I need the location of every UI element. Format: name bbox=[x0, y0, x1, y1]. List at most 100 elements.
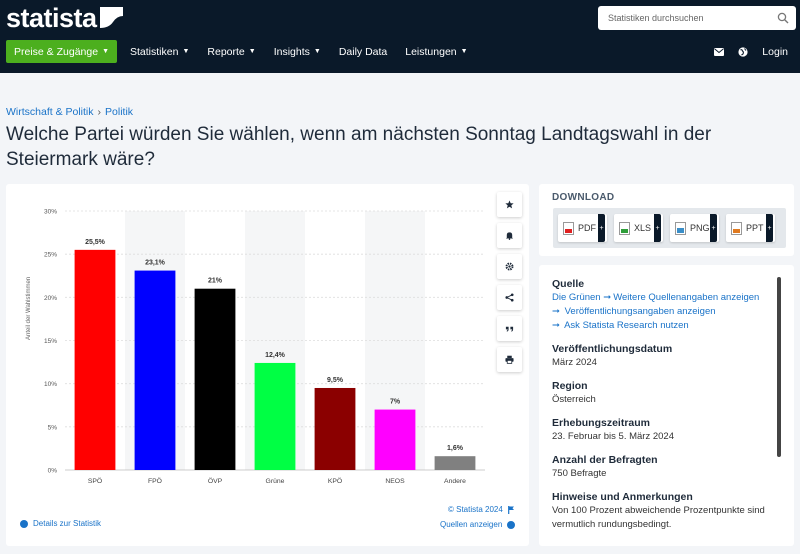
nav-item-daily-data[interactable]: Daily Data bbox=[330, 40, 396, 63]
y-axis-label: Anteil der Wahlstimmen bbox=[26, 276, 32, 340]
sources-link-label: Quellen anzeigen bbox=[440, 520, 503, 529]
nav-pricing-label: Preise & Zugänge bbox=[14, 45, 99, 58]
source-heading: Quelle bbox=[552, 278, 585, 290]
nav-item-reporte[interactable]: Reporte ▼ bbox=[198, 40, 264, 63]
login-link[interactable]: Login bbox=[762, 45, 788, 58]
search-input[interactable] bbox=[598, 6, 768, 30]
chevron-down-icon: ▼ bbox=[460, 48, 468, 55]
region-value: Österreich bbox=[552, 394, 596, 405]
download-format-label: PPT bbox=[746, 223, 764, 233]
nav-item-insights[interactable]: Insights ▼ bbox=[265, 40, 330, 63]
notification-button[interactable] bbox=[497, 223, 522, 248]
bar-neos bbox=[374, 409, 416, 470]
breadcrumb-separator-icon: › bbox=[97, 106, 102, 118]
x-tick-label: NEOS bbox=[385, 478, 405, 485]
more-sources-link[interactable]: Weitere Quellenangaben anzeigen bbox=[613, 292, 760, 303]
y-tick-label: 20% bbox=[44, 295, 57, 302]
info-card: Quelle Die Grünen ➞ Weitere Quellenangabe… bbox=[539, 265, 794, 546]
respondents-heading: Anzahl der Befragten bbox=[552, 454, 658, 466]
nav-label: Reporte bbox=[207, 45, 245, 58]
notes-value: Von 100 Prozent abweichende Prozentpunkt… bbox=[552, 505, 765, 530]
chevron-down-icon: ▼ bbox=[313, 48, 321, 55]
download-title: DOWNLOAD bbox=[552, 192, 615, 203]
plus-icon[interactable]: + bbox=[654, 214, 661, 242]
search-icon[interactable] bbox=[777, 12, 789, 24]
gear-icon bbox=[505, 262, 514, 271]
statista-logo[interactable]: statista bbox=[6, 4, 123, 32]
arrow-right-icon: ➞ bbox=[552, 306, 560, 317]
nav-pricing-button[interactable]: Preise & Zugänge ▼ bbox=[6, 40, 117, 63]
download-buttons: PDF + XLS + PNG + PPT + bbox=[553, 208, 786, 248]
nav-label: Daily Data bbox=[338, 45, 388, 58]
x-tick-label: SPÖ bbox=[88, 477, 102, 485]
top-bar: statista Preise & Zugänge▼ Statistiken▼ … bbox=[0, 0, 800, 73]
search-box[interactable] bbox=[598, 6, 796, 30]
plus-icon[interactable]: + bbox=[766, 214, 773, 242]
nav-label: Statistiken bbox=[130, 45, 179, 58]
nav-label: Insights bbox=[273, 45, 310, 58]
share-icon bbox=[505, 293, 514, 302]
details-link[interactable]: Details zur Statistik bbox=[20, 519, 101, 528]
source-line: Die Grünen ➞ Weitere Quellenangaben anzei… bbox=[552, 291, 777, 305]
y-tick-label: 30% bbox=[44, 209, 57, 216]
main-nav: Preise & Zugänge ▼ Statistiken ▼ Reporte ▼ … bbox=[6, 40, 477, 63]
publication-info-link[interactable]: Veröffentlichungsangaben anzeigen bbox=[564, 306, 716, 317]
y-tick-label: 10% bbox=[44, 381, 57, 388]
nav-item-leistungen[interactable]: Leistungen ▼ bbox=[396, 40, 476, 63]
star-icon bbox=[505, 200, 514, 209]
png-file-icon bbox=[675, 221, 686, 235]
plus-icon[interactable]: + bbox=[710, 214, 717, 242]
details-link-label: Details zur Statistik bbox=[33, 519, 102, 528]
favorite-button[interactable] bbox=[497, 192, 522, 217]
info-scrollbar[interactable] bbox=[777, 277, 781, 457]
info-content: Quelle Die Grünen ➞ Weitere Quellenangabe… bbox=[552, 277, 777, 532]
survey-period-value: 23. Februar bis 5. März 2024 bbox=[552, 431, 674, 442]
research-line: ➞ Ask Statista Research nutzen bbox=[552, 319, 777, 333]
x-tick-label: Grüne bbox=[266, 478, 285, 485]
quote-icon bbox=[505, 326, 514, 332]
respondents-value: 750 Befragte bbox=[552, 468, 607, 479]
ask-research-link[interactable]: Ask Statista Research nutzen bbox=[564, 320, 689, 331]
plus-icon[interactable]: + bbox=[598, 214, 605, 242]
nav-item-statistiken[interactable]: Statistiken ▼ bbox=[121, 40, 198, 63]
cite-button[interactable] bbox=[497, 316, 522, 341]
y-tick-label: 0% bbox=[48, 468, 58, 475]
data-label: 25,5% bbox=[85, 239, 106, 246]
bar-spö bbox=[74, 249, 116, 470]
flag-icon[interactable] bbox=[507, 505, 514, 514]
x-tick-label: ÖVP bbox=[208, 477, 223, 485]
pdf-file-icon bbox=[563, 221, 574, 235]
print-button[interactable] bbox=[497, 347, 522, 372]
mail-icon[interactable] bbox=[714, 47, 725, 56]
globe-icon[interactable] bbox=[738, 46, 748, 57]
download-format-label: PNG bbox=[690, 223, 710, 233]
y-tick-label: 25% bbox=[44, 252, 57, 259]
bell-icon bbox=[505, 232, 514, 240]
bar-andere bbox=[434, 456, 476, 470]
x-tick-label: KPÖ bbox=[328, 477, 342, 485]
share-button[interactable] bbox=[497, 285, 522, 310]
bar-övp bbox=[194, 288, 236, 470]
breadcrumb-item[interactable]: Wirtschaft & Politik bbox=[6, 106, 94, 118]
x-tick-label: Andere bbox=[444, 478, 466, 485]
data-label: 23,1% bbox=[145, 260, 166, 267]
chart-toolbar bbox=[497, 192, 522, 372]
info-icon bbox=[20, 519, 28, 528]
chevron-down-icon: ▼ bbox=[248, 48, 256, 55]
download-format-label: PDF bbox=[578, 223, 596, 233]
bar-fpö bbox=[134, 270, 176, 470]
ppt-file-icon bbox=[731, 221, 742, 235]
data-label: 12,4% bbox=[265, 352, 286, 359]
chevron-down-icon: ▼ bbox=[102, 48, 109, 55]
settings-button[interactable] bbox=[497, 254, 522, 279]
region-heading: Region bbox=[552, 380, 588, 392]
logo-text: statista bbox=[6, 3, 97, 33]
source-name-link[interactable]: Die Grünen bbox=[552, 292, 601, 303]
breadcrumb-item[interactable]: Politik bbox=[105, 106, 134, 118]
print-icon bbox=[505, 355, 514, 364]
nav-right: Login bbox=[714, 40, 788, 63]
sources-link[interactable]: Quellen anzeigen bbox=[440, 520, 516, 529]
download-card: DOWNLOAD PDF + XLS + PNG + PPT + bbox=[539, 184, 794, 256]
y-tick-label: 15% bbox=[44, 338, 57, 345]
pub-date-heading: Veröffentlichungsdatum bbox=[552, 343, 673, 355]
